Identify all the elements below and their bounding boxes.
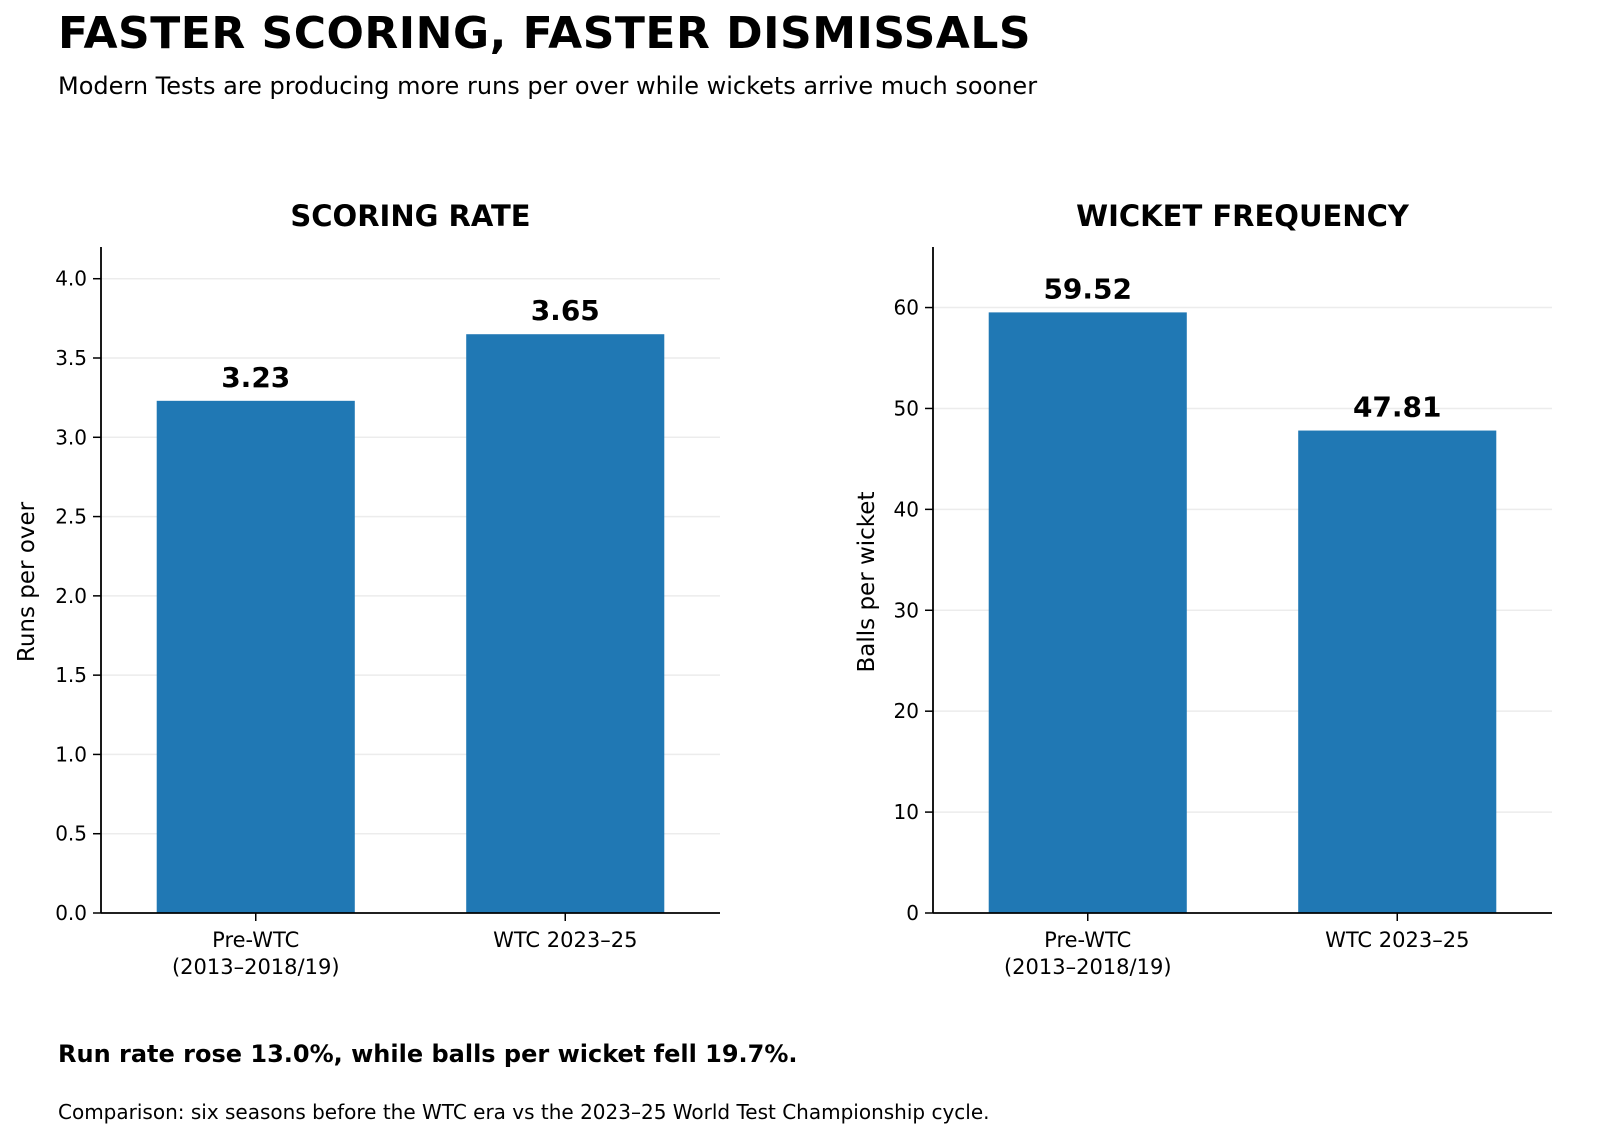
y-tick-label: 0 (906, 901, 919, 925)
y-tick-label: 20 (894, 699, 919, 723)
data-label: 3.23 (221, 361, 290, 394)
bar (466, 334, 665, 913)
page-subtitle: Modern Tests are producing more runs per… (58, 72, 1038, 100)
page-title: FASTER SCORING, FASTER DISMISSALS (58, 8, 1032, 59)
y-axis-label: Balls per wicket (854, 492, 880, 673)
y-axis-label: Runs per over (14, 501, 40, 662)
bar (1298, 430, 1497, 913)
x-tick-label: Pre-WTC (2013–2018/19) (172, 928, 340, 979)
y-tick-label: 30 (894, 598, 919, 622)
key-finding: Run rate rose 13.0%, while balls per wic… (58, 1040, 798, 1068)
y-tick-label: 4.0 (55, 267, 87, 291)
chart-title: SCORING RATE (290, 199, 530, 233)
wicket-frequency-chart: WICKET FREQUENCY 0 10 20 30 40 50 60 59.52 Pre-WT… (854, 199, 1552, 979)
y-tick-label: 3.0 (55, 425, 87, 449)
y-tick-label: 1.0 (55, 742, 87, 766)
y-tick-label: 40 (894, 497, 919, 521)
y-tick-label: 0.0 (55, 901, 87, 925)
x-tick-label: WTC 2023–25 (493, 928, 637, 952)
y-tick-label: 3.5 (55, 346, 87, 370)
data-label: 3.65 (531, 294, 600, 327)
y-tick-label: 2.0 (55, 584, 87, 608)
y-tick-label: 2.5 (55, 505, 87, 529)
scoring-rate-chart: SCORING RATE 0.0 0.5 1.0 1.5 2.0 2.5 3.0 3.5 4.0 3… (14, 199, 720, 979)
y-tick-label: 50 (894, 396, 919, 420)
x-tick-label: Pre-WTC (2013–2018/19) (1004, 928, 1172, 979)
y-tick-label: 10 (894, 800, 919, 824)
bar (156, 400, 355, 913)
x-tick-label: WTC 2023–25 (1325, 928, 1469, 952)
data-label: 59.52 (1043, 272, 1132, 305)
y-tick-label: 1.5 (55, 663, 87, 687)
data-label: 47.81 (1353, 391, 1442, 424)
footnote: Comparison: six seasons before the WTC e… (58, 1100, 990, 1124)
bar (988, 312, 1187, 913)
y-tick-label: 60 (894, 296, 919, 320)
chart-title: WICKET FREQUENCY (1076, 199, 1410, 233)
y-tick-label: 0.5 (55, 822, 87, 846)
